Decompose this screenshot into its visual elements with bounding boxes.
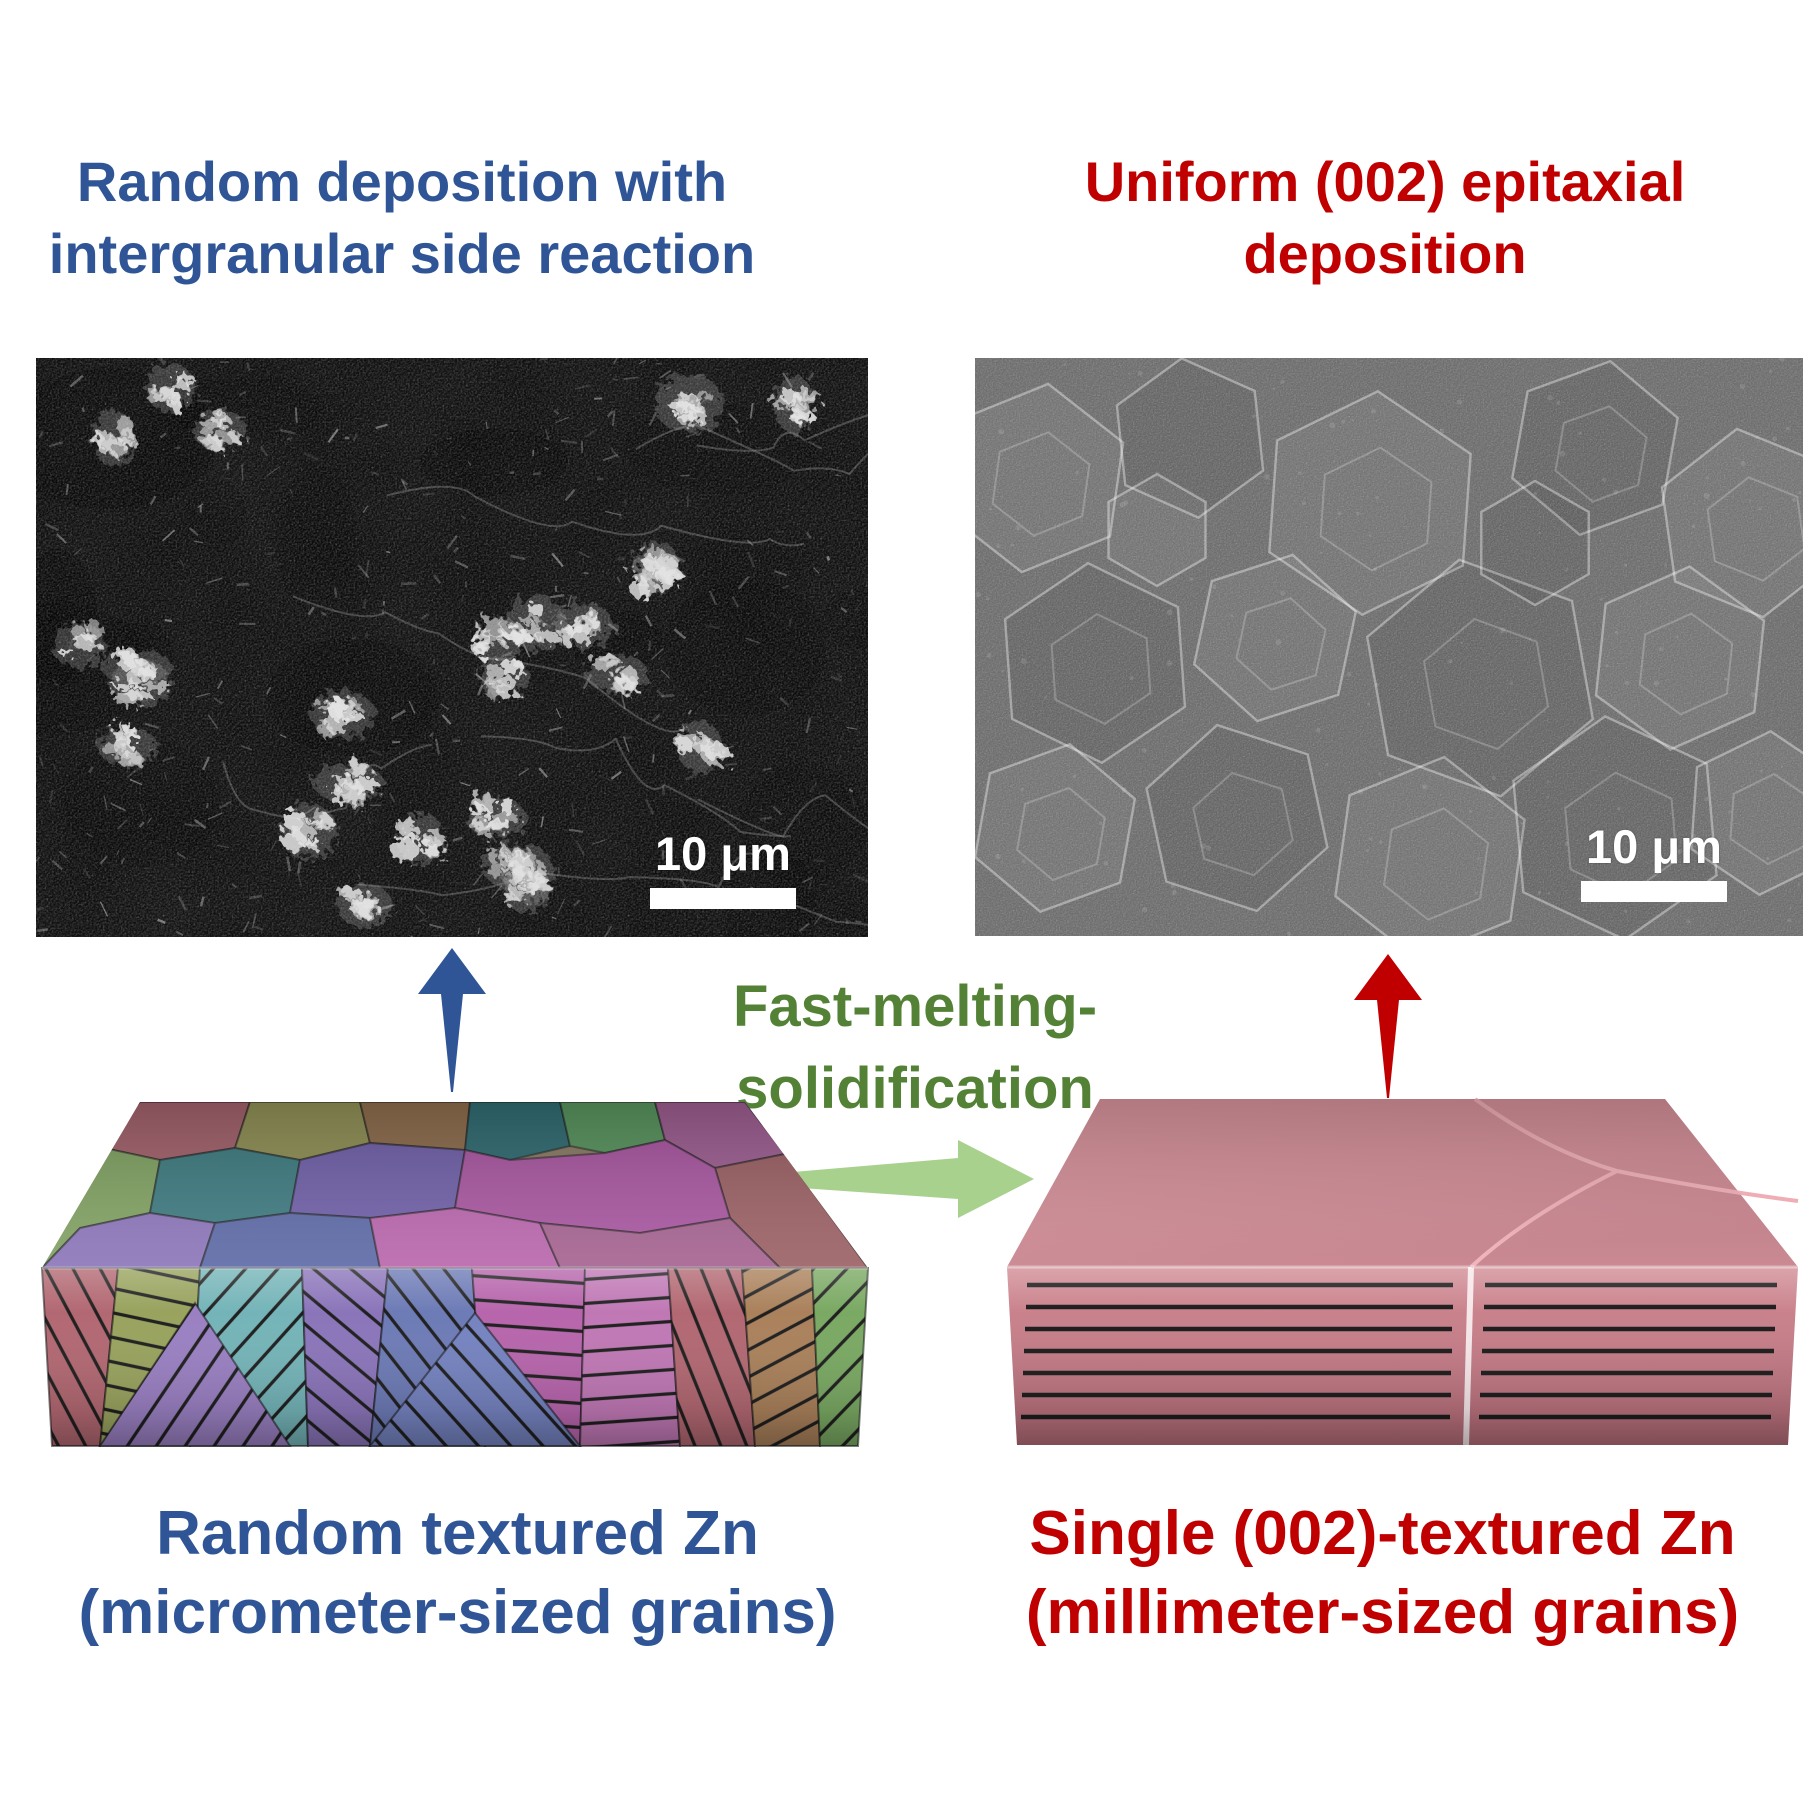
right-scalebar-rule [1581, 881, 1727, 902]
left-caption-line1: Random textured Zn [156, 1499, 759, 1568]
right-caption-line1: Single (002)-textured Zn [1029, 1499, 1736, 1568]
left-caption-line2: (micrometer-sized grains) [78, 1578, 837, 1648]
random-textured-zn-slab [40, 1102, 870, 1447]
left-caption: Random textured Zn (micrometer-sized gra… [30, 1494, 885, 1653]
sem-epitaxial-graphic [975, 358, 1803, 936]
blue-up-arrow-icon [418, 948, 486, 1092]
left-scalebar: 10 μm [650, 830, 796, 909]
right-caption-line2: (millimeter-sized grains) [1025, 1578, 1740, 1648]
slab2-top-shading [1007, 1099, 1798, 1267]
left-title-line2: intergranular side reaction [48, 221, 756, 285]
sem-random-texture-graphic [36, 358, 868, 937]
process-label-line1: Fast-melting- [732, 974, 1098, 1039]
right-title-line1: Uniform (002) epitaxial [1084, 150, 1686, 213]
left-title-line1: Random deposition with [76, 150, 728, 213]
right-scalebar-label: 10 μm [1586, 820, 1722, 873]
single-textured-zn-slab [1007, 1097, 1799, 1446]
left-title: Random deposition with intergranular sid… [22, 146, 782, 289]
right-title-line2: deposition [1243, 221, 1527, 285]
green-right-arrow-icon [758, 1140, 1034, 1218]
slab-front-shading [42, 1268, 868, 1446]
process-label-line2: solidification [736, 1056, 1094, 1122]
right-caption: Single (002)-textured Zn (millimeter-siz… [950, 1494, 1815, 1653]
slab-top-shading [42, 1102, 868, 1268]
sem-image-random-deposition: 10 μm [36, 358, 868, 937]
process-label: Fast-melting- solidification [620, 966, 1210, 1131]
slab2-front-shading [1007, 1267, 1798, 1445]
left-scalebar-rule [650, 888, 796, 909]
right-title: Uniform (002) epitaxial deposition [965, 146, 1805, 289]
sem-image-epitaxial-deposition: 10 μm [975, 358, 1803, 936]
red-up-arrow-icon [1354, 954, 1422, 1098]
right-scalebar: 10 μm [1581, 823, 1727, 902]
left-scalebar-label: 10 μm [655, 827, 791, 880]
